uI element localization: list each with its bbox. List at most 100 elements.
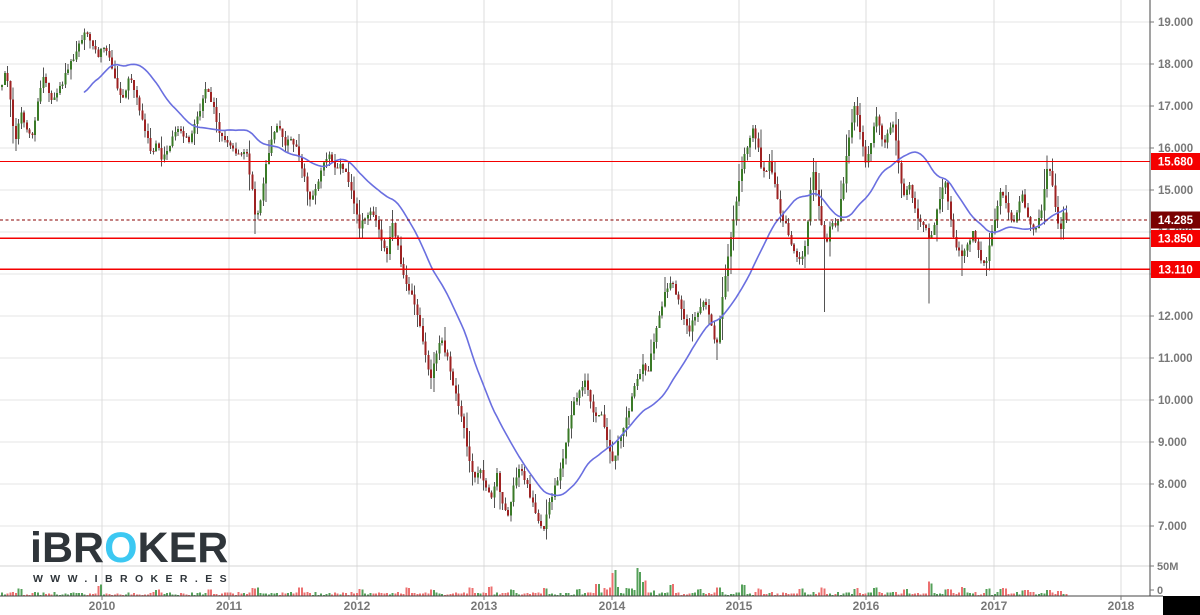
candle-body: [430, 369, 432, 378]
candle-body: [432, 363, 435, 378]
volume-bar: [545, 588, 548, 596]
volume-bar: [262, 593, 265, 596]
volume-bar: [1040, 592, 1043, 596]
candle-body: [947, 182, 949, 202]
volume-bar: [160, 592, 163, 596]
volume-bar: [636, 568, 639, 596]
candle-body: [20, 112, 23, 124]
volume-bar: [449, 594, 452, 596]
candle-body: [317, 181, 320, 190]
y-tick-label: 18.000: [1158, 59, 1193, 71]
candle-body: [1054, 185, 1057, 207]
volume-bar: [56, 594, 58, 596]
volume-bar: [86, 594, 89, 596]
volume-bar: [903, 589, 905, 596]
volume-bar: [655, 594, 658, 596]
volume-bar: [630, 588, 633, 596]
volume-bar: [1002, 587, 1004, 596]
volume-bar: [501, 592, 504, 596]
candle-body: [133, 80, 135, 90]
volume-bar: [75, 593, 78, 596]
candle-body: [493, 486, 496, 498]
volume-bar: [97, 585, 100, 596]
candle-body: [311, 195, 314, 200]
candle-body: [732, 220, 735, 237]
volume-bar: [45, 594, 47, 596]
candle-body: [611, 451, 614, 461]
candle-body: [985, 261, 988, 263]
volume-bar: [688, 593, 691, 596]
volume-bar: [512, 589, 515, 596]
volume-bar: [584, 592, 586, 596]
volume-bar: [925, 593, 927, 596]
volume-bar: [240, 593, 243, 596]
candle-body: [372, 211, 375, 215]
volume-bar: [826, 594, 828, 596]
volume-bar: [124, 594, 127, 596]
volume-bar: [746, 594, 749, 596]
candle-body: [344, 169, 347, 172]
candle-body: [595, 412, 597, 416]
y-tick-label: 10.000: [1158, 395, 1193, 407]
volume-bar: [666, 592, 669, 596]
volume-bar: [130, 594, 133, 596]
x-tick-label: 2018: [1108, 599, 1135, 613]
volume-bar: [762, 594, 765, 596]
volume-bar: [284, 593, 287, 596]
volume-bar: [864, 593, 867, 596]
volume-bar: [72, 592, 75, 596]
candle-body: [61, 84, 64, 86]
volume-bar: [25, 594, 28, 596]
candle-body: [276, 126, 278, 133]
candle-body: [908, 185, 911, 190]
candle-body: [971, 231, 974, 241]
candle-body: [64, 73, 67, 85]
candle-body: [600, 414, 603, 416]
candle-body: [809, 189, 812, 222]
volume-bar: [815, 594, 817, 596]
candle-body: [666, 288, 669, 292]
volume-bar: [971, 593, 974, 596]
candle-body: [586, 380, 589, 391]
candle-body: [567, 428, 570, 443]
candle-body: [677, 294, 680, 300]
volume-bar: [696, 589, 699, 596]
volume-bar: [215, 593, 218, 596]
candle-body: [795, 251, 798, 258]
volume-bar: [20, 588, 23, 596]
volume-bar: [14, 593, 17, 596]
candle-body: [394, 222, 397, 237]
candle-body: [199, 110, 201, 117]
candle-body: [688, 325, 691, 332]
volume-bar: [328, 592, 331, 596]
candle-body: [262, 183, 265, 201]
volume-bar: [993, 594, 996, 596]
volume-bar: [963, 587, 966, 596]
volume-bar: [856, 587, 859, 596]
x-tick-label: 2016: [853, 599, 880, 613]
volume-bar: [661, 592, 663, 596]
volume-bar: [460, 593, 463, 596]
candle-body: [512, 485, 515, 503]
candle-body: [655, 327, 658, 343]
candle-body: [102, 47, 105, 49]
volume-bar: [691, 592, 694, 596]
candle-body: [834, 222, 837, 226]
candle-body: [749, 138, 751, 148]
volume-bar: [248, 592, 251, 596]
volume-bar: [135, 594, 138, 596]
candle-body: [826, 237, 828, 242]
volume-bar: [828, 593, 831, 596]
candle-body: [735, 201, 738, 221]
candle-body: [416, 304, 419, 315]
candle-body: [496, 472, 498, 487]
candle-body: [969, 240, 971, 245]
candle-body: [124, 90, 127, 98]
candle-body: [47, 83, 50, 93]
candle-body: [424, 341, 427, 355]
candle-body: [454, 385, 457, 394]
candle-body: [14, 126, 17, 140]
